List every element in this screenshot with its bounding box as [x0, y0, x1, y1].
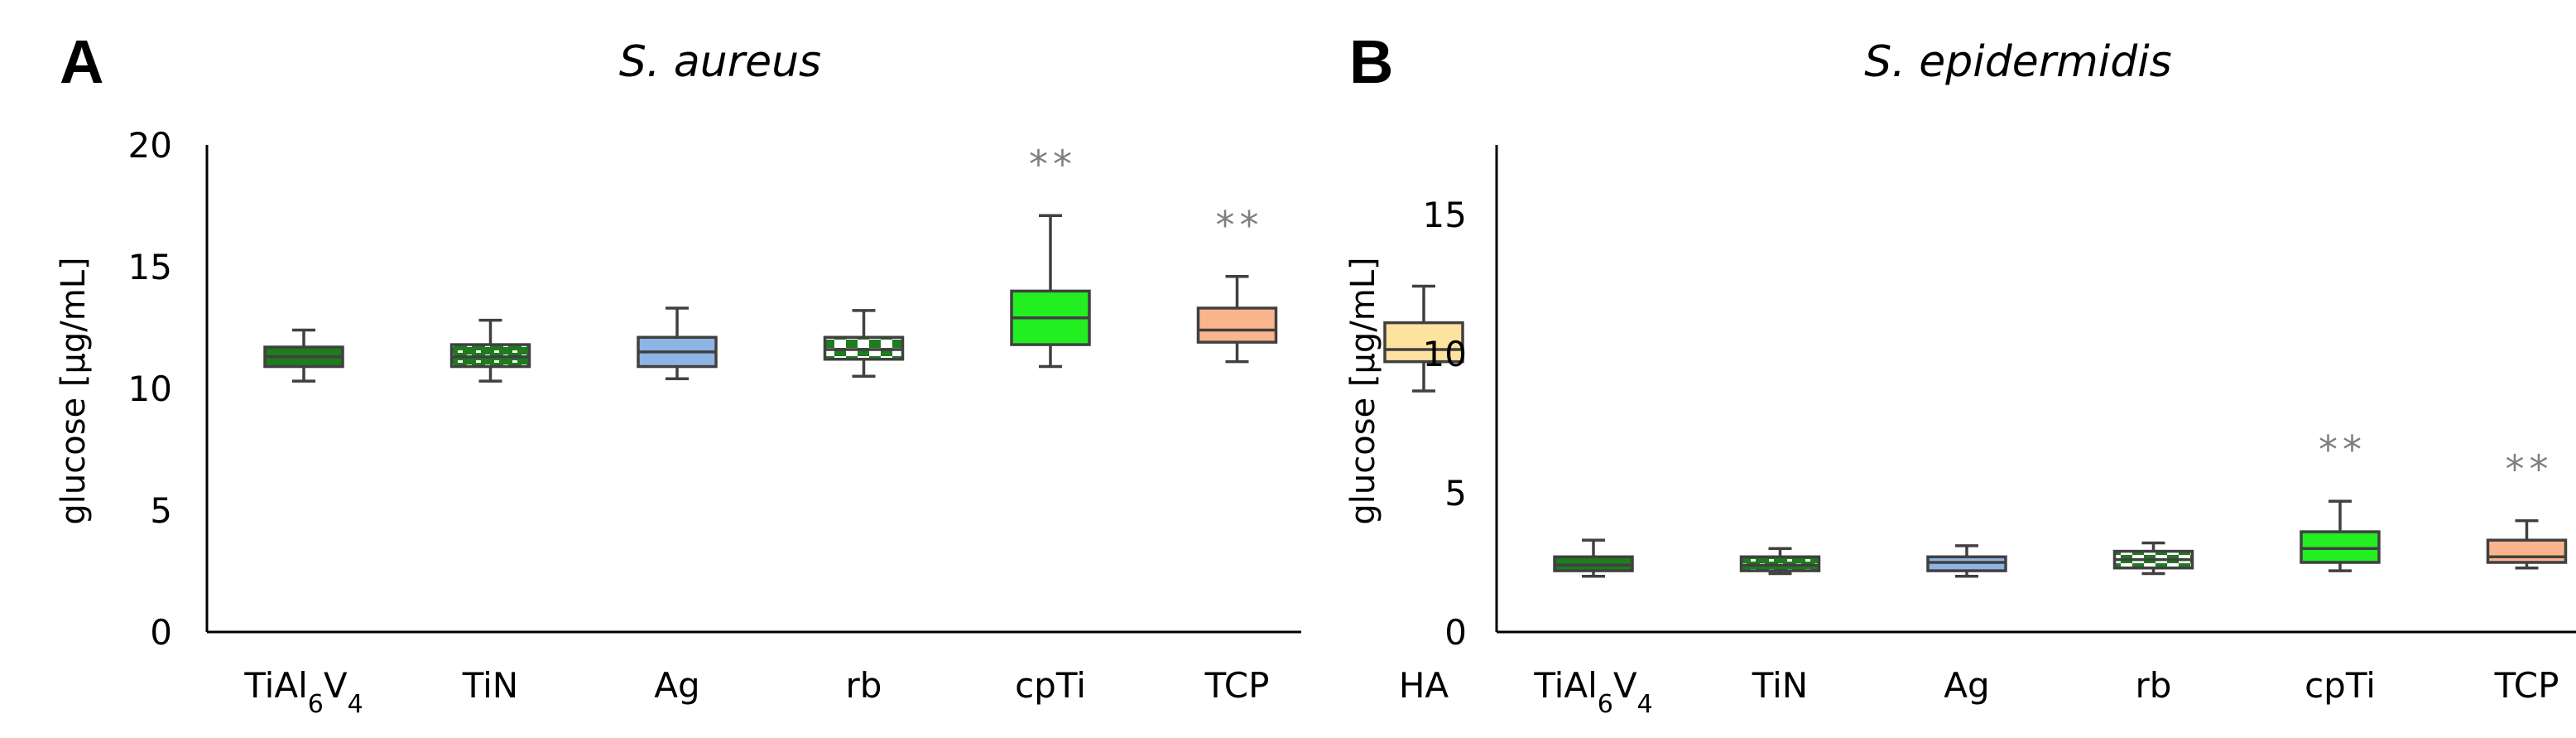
panel-b: B S. epidermidis glucose [µg/mL] 051015 …: [1344, 27, 2576, 719]
x-ticks-a: TiAl6V4 TiN Ag rb cpTi TCP HA: [243, 665, 1449, 719]
y-tick-label: 0: [150, 612, 172, 653]
box-tial6v4: [263, 328, 344, 383]
box-ha: [1383, 284, 1464, 393]
chart-title-b: S. epidermidis: [1864, 37, 2172, 87]
x-tick-label: TiAl6V4: [243, 665, 363, 719]
x-tick-label: cpTi: [2304, 665, 2376, 706]
y-axis-label-a: glucose [µg/mL]: [55, 257, 93, 524]
significance-marker: **: [2319, 427, 2367, 472]
significance-b: ** **: [2319, 427, 2554, 492]
panel-letter-b: B: [1349, 27, 1393, 96]
x-tick-label: TiAl6V4: [1533, 665, 1652, 719]
y-tick-label: 0: [1444, 612, 1467, 653]
x-tick-label: rb: [846, 665, 882, 706]
y-ticks-a: 0 5 10 15 20: [128, 125, 172, 653]
significance-marker: **: [1216, 203, 1264, 248]
box-cpti: [1010, 214, 1091, 369]
box-tcp: [1196, 275, 1278, 364]
chart-title-a: S. aureus: [619, 37, 821, 87]
box-iqr: [1196, 306, 1278, 344]
box-tin: [1739, 547, 1821, 576]
x-tick-label: TiN: [462, 665, 518, 706]
significance-marker: **: [2506, 447, 2554, 492]
x-tick-label: rb: [2136, 665, 2172, 706]
box-tcp: [2486, 519, 2568, 570]
panel-a: A S. aureus glucose [µg/mL] 0 5 10 15 20 TiA…: [55, 27, 1464, 719]
y-axis-label-b: glucose [µg/mL]: [1344, 257, 1382, 524]
significance-a: ** **: [1029, 142, 1264, 248]
box-rb: [2112, 541, 2194, 576]
y-tick-label: 15: [128, 247, 172, 287]
y-tick-label: 10: [1423, 334, 1467, 374]
y-tick-label: 10: [128, 369, 172, 409]
panel-letter-a: A: [60, 27, 103, 96]
box-cpti: [2300, 499, 2381, 572]
x-tick-label: HA: [1399, 665, 1449, 706]
y-ticks-b: 0 5 10 15: [1423, 195, 1467, 653]
boxes-a: [263, 214, 1464, 393]
x-tick-label: Ag: [654, 665, 699, 706]
y-tick-label: 15: [1423, 195, 1467, 235]
boxes-b: [1553, 499, 2568, 578]
x-tick-label: TCP: [2494, 665, 2559, 706]
box-ag: [637, 306, 718, 380]
x-tick-label: cpTi: [1015, 665, 1086, 706]
x-tick-label: TiN: [1752, 665, 1808, 706]
y-tick-label: 20: [128, 125, 172, 166]
box-iqr: [2486, 538, 2568, 564]
box-tial6v4: [1553, 538, 1634, 578]
box-ag: [1926, 544, 2007, 578]
y-tick-label: 5: [150, 490, 172, 531]
y-tick-label: 5: [1444, 473, 1467, 514]
x-tick-label: TCP: [1204, 665, 1270, 706]
x-tick-label: Ag: [1944, 665, 1989, 706]
significance-marker: **: [1029, 142, 1077, 186]
box-rb: [823, 309, 905, 379]
box-iqr: [1383, 321, 1464, 364]
box-tin: [449, 318, 531, 383]
